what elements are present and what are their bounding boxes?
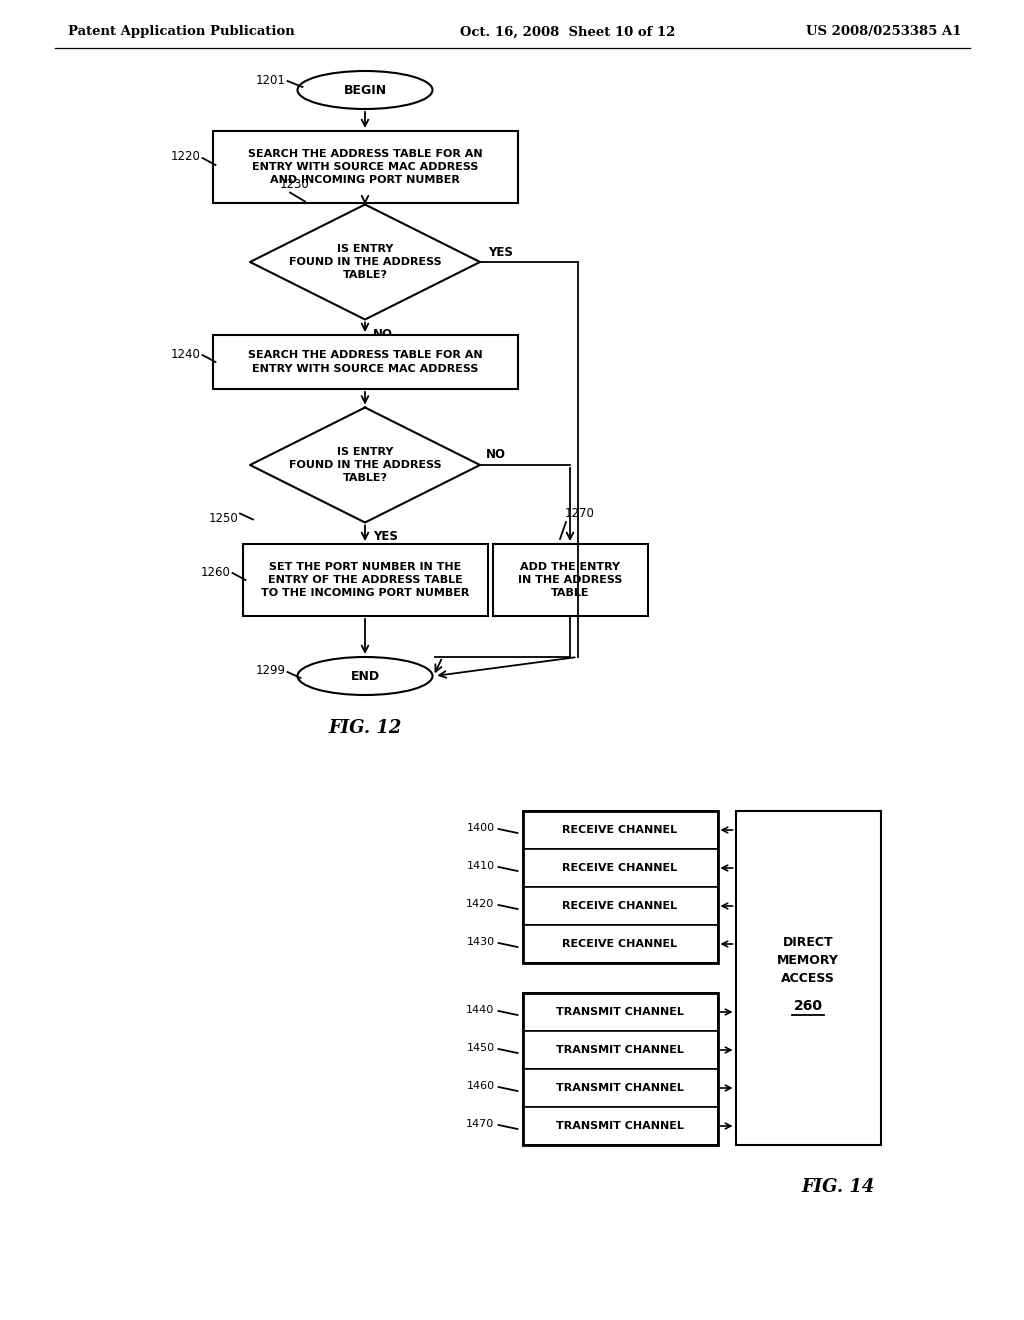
Bar bbox=[522, 1031, 718, 1069]
Ellipse shape bbox=[298, 657, 432, 696]
Bar bbox=[522, 993, 718, 1031]
Text: 1240: 1240 bbox=[171, 347, 201, 360]
Text: FIG. 12: FIG. 12 bbox=[329, 719, 401, 737]
Text: NO: NO bbox=[486, 449, 506, 462]
Text: YES: YES bbox=[488, 246, 513, 259]
Bar bbox=[522, 887, 718, 925]
Text: RECEIVE CHANNEL: RECEIVE CHANNEL bbox=[562, 825, 678, 836]
Text: 1400: 1400 bbox=[466, 822, 495, 833]
Text: 1460: 1460 bbox=[466, 1081, 495, 1092]
Text: SEARCH THE ADDRESS TABLE FOR AN
ENTRY WITH SOURCE MAC ADDRESS: SEARCH THE ADDRESS TABLE FOR AN ENTRY WI… bbox=[248, 350, 482, 374]
Text: US 2008/0253385 A1: US 2008/0253385 A1 bbox=[807, 25, 962, 38]
Text: 1299: 1299 bbox=[256, 664, 286, 677]
Text: Oct. 16, 2008  Sheet 10 of 12: Oct. 16, 2008 Sheet 10 of 12 bbox=[460, 25, 676, 38]
Text: 1201: 1201 bbox=[256, 74, 286, 87]
Bar bbox=[522, 849, 718, 887]
Text: 260: 260 bbox=[794, 999, 822, 1012]
Text: 1450: 1450 bbox=[466, 1043, 495, 1053]
Bar bbox=[493, 544, 647, 616]
Bar bbox=[522, 810, 718, 849]
Bar bbox=[243, 544, 487, 616]
Text: SEARCH THE ADDRESS TABLE FOR AN
ENTRY WITH SOURCE MAC ADDRESS
AND INCOMING PORT : SEARCH THE ADDRESS TABLE FOR AN ENTRY WI… bbox=[248, 149, 482, 185]
Text: SET THE PORT NUMBER IN THE
ENTRY OF THE ADDRESS TABLE
TO THE INCOMING PORT NUMBE: SET THE PORT NUMBER IN THE ENTRY OF THE … bbox=[261, 562, 469, 598]
Bar bbox=[735, 810, 881, 1144]
Text: RECEIVE CHANNEL: RECEIVE CHANNEL bbox=[562, 939, 678, 949]
Text: 1270: 1270 bbox=[565, 507, 595, 520]
Text: 1470: 1470 bbox=[466, 1119, 495, 1129]
Text: TRANSMIT CHANNEL: TRANSMIT CHANNEL bbox=[556, 1007, 684, 1016]
Polygon shape bbox=[250, 205, 480, 319]
Text: TRANSMIT CHANNEL: TRANSMIT CHANNEL bbox=[556, 1045, 684, 1055]
Text: 1230: 1230 bbox=[280, 177, 309, 190]
Text: 1440: 1440 bbox=[466, 1005, 495, 1015]
Bar bbox=[522, 993, 718, 1144]
Bar bbox=[522, 810, 718, 964]
Bar bbox=[522, 1107, 718, 1144]
Text: IS ENTRY
FOUND IN THE ADDRESS
TABLE?: IS ENTRY FOUND IN THE ADDRESS TABLE? bbox=[289, 446, 441, 483]
Text: TRANSMIT CHANNEL: TRANSMIT CHANNEL bbox=[556, 1082, 684, 1093]
Bar bbox=[522, 1069, 718, 1107]
Text: RECEIVE CHANNEL: RECEIVE CHANNEL bbox=[562, 902, 678, 911]
Text: YES: YES bbox=[373, 531, 398, 544]
Text: 1250: 1250 bbox=[208, 512, 238, 525]
Text: FIG. 14: FIG. 14 bbox=[802, 1177, 874, 1196]
Bar bbox=[213, 335, 517, 389]
Text: TRANSMIT CHANNEL: TRANSMIT CHANNEL bbox=[556, 1121, 684, 1131]
Text: END: END bbox=[350, 669, 380, 682]
Text: RECEIVE CHANNEL: RECEIVE CHANNEL bbox=[562, 863, 678, 873]
Text: Patent Application Publication: Patent Application Publication bbox=[68, 25, 295, 38]
Polygon shape bbox=[250, 408, 480, 523]
Text: 1430: 1430 bbox=[466, 937, 495, 946]
Text: 1260: 1260 bbox=[201, 565, 230, 578]
Text: DIRECT
MEMORY
ACCESS: DIRECT MEMORY ACCESS bbox=[777, 936, 839, 985]
Text: IS ENTRY
FOUND IN THE ADDRESS
TABLE?: IS ENTRY FOUND IN THE ADDRESS TABLE? bbox=[289, 244, 441, 280]
Text: 1410: 1410 bbox=[466, 861, 495, 871]
Text: 1420: 1420 bbox=[466, 899, 495, 909]
Text: BEGIN: BEGIN bbox=[343, 83, 387, 96]
Bar bbox=[522, 925, 718, 964]
Text: NO: NO bbox=[373, 327, 393, 341]
Ellipse shape bbox=[298, 71, 432, 110]
Bar bbox=[213, 131, 517, 203]
Text: 1220: 1220 bbox=[171, 150, 201, 164]
Text: ADD THE ENTRY
IN THE ADDRESS
TABLE: ADD THE ENTRY IN THE ADDRESS TABLE bbox=[518, 562, 623, 598]
